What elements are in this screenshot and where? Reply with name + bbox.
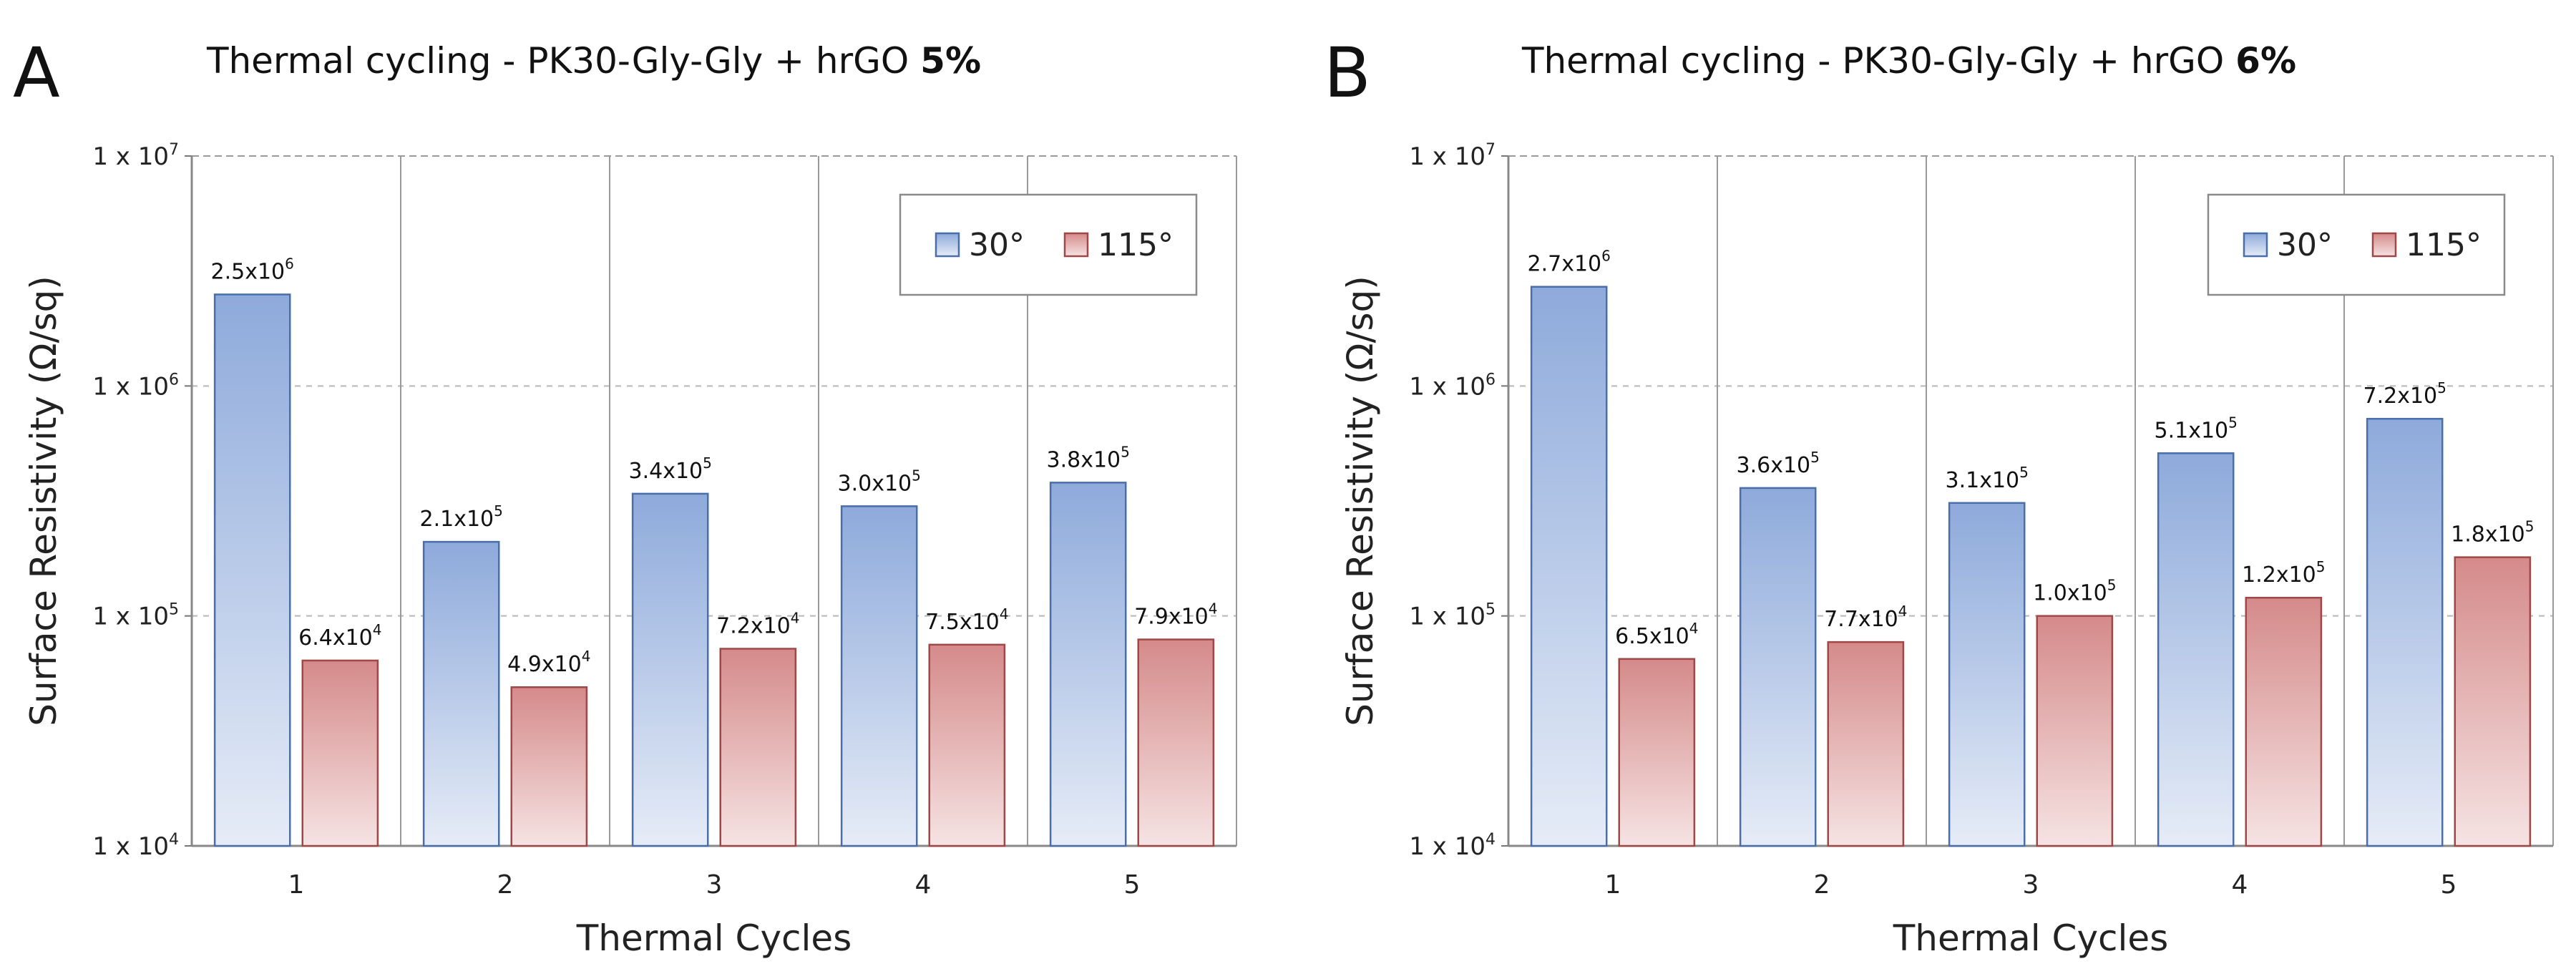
x-tick-label: 4 bbox=[915, 870, 932, 900]
legend: 30° 115° bbox=[2207, 193, 2506, 296]
data-label: 3.0x105 bbox=[837, 467, 920, 496]
bar-115-cycle-4 bbox=[2245, 596, 2323, 847]
legend-swatch-115 bbox=[1063, 232, 1089, 258]
x-tick-label: 5 bbox=[1124, 870, 1141, 900]
data-label: 5.1x105 bbox=[2154, 414, 2237, 443]
bar-30-cycle-3 bbox=[631, 492, 709, 847]
x-tick-label: 1 bbox=[1605, 870, 1621, 900]
y-tick-label: 1 x 107 bbox=[1409, 141, 1496, 171]
legend: 30° 115° bbox=[899, 193, 1198, 296]
data-label: 4.9x104 bbox=[507, 648, 590, 677]
x-tick-label: 1 bbox=[288, 870, 305, 900]
y-tick-label: 1 x 105 bbox=[92, 601, 179, 631]
legend-label: 115° bbox=[1098, 227, 1174, 263]
data-label: 1.2x105 bbox=[2242, 558, 2325, 588]
data-label: 7.2x104 bbox=[716, 610, 799, 639]
bar-30-cycle-3 bbox=[1948, 502, 2026, 847]
bar-115-cycle-2 bbox=[1827, 641, 1905, 847]
data-label: 1.0x105 bbox=[2033, 577, 2116, 606]
data-label: 2.5x106 bbox=[210, 255, 293, 284]
data-label: 2.7x106 bbox=[1527, 248, 1610, 277]
data-label: 7.7x104 bbox=[1824, 603, 1907, 632]
chart-panel-a: A Thermal cycling - PK30-Gly-Gly + hrGO 5… bbox=[13, 33, 1237, 959]
data-label: 7.9x104 bbox=[1134, 600, 1217, 630]
y-tick-label: 1 x 105 bbox=[1409, 601, 1496, 631]
bar-115-cycle-4 bbox=[928, 643, 1006, 847]
bar-115-cycle-3 bbox=[2036, 615, 2114, 847]
y-tick-label: 1 x 107 bbox=[92, 141, 179, 171]
y-tick-label: 1 x 106 bbox=[1409, 371, 1496, 401]
panel-letter: B bbox=[1324, 33, 1371, 113]
data-label: 3.4x105 bbox=[628, 454, 711, 484]
bar-115-cycle-5 bbox=[1137, 638, 1215, 847]
bar-30-cycle-5 bbox=[1049, 482, 1127, 847]
y-axis-label: Surface Resistivity (Ω/sq) bbox=[23, 276, 64, 726]
x-tick-label: 2 bbox=[1814, 870, 1830, 900]
x-tick-label: 4 bbox=[2232, 870, 2248, 900]
bar-30-cycle-2 bbox=[422, 540, 500, 847]
data-label: 7.2x105 bbox=[2363, 379, 2446, 409]
legend-label: 30° bbox=[2277, 227, 2333, 263]
data-label: 3.8x105 bbox=[1046, 443, 1129, 472]
bar-115-cycle-1 bbox=[1618, 658, 1696, 847]
data-label: 3.6x105 bbox=[1736, 449, 1819, 478]
data-label: 6.4x104 bbox=[298, 621, 381, 651]
bar-30-cycle-4 bbox=[840, 505, 918, 847]
bar-115-cycle-1 bbox=[301, 659, 379, 847]
legend-swatch-30 bbox=[2243, 232, 2268, 258]
panel-letter: A bbox=[13, 33, 60, 113]
legend-swatch-30 bbox=[935, 232, 960, 258]
bar-30-cycle-5 bbox=[2366, 417, 2444, 847]
bar-30-cycle-1 bbox=[213, 293, 291, 847]
data-label: 2.1x105 bbox=[419, 502, 502, 532]
bar-30-cycle-2 bbox=[1739, 487, 1817, 847]
data-label: 6.5x104 bbox=[1615, 620, 1698, 649]
y-tick-label: 1 x 106 bbox=[92, 371, 179, 401]
legend-label: 115° bbox=[2406, 227, 2482, 263]
bar-115-cycle-5 bbox=[2454, 556, 2532, 847]
x-tick-label: 3 bbox=[706, 870, 723, 900]
legend-swatch-115 bbox=[2371, 232, 2397, 258]
x-tick-label: 3 bbox=[2023, 870, 2039, 900]
x-tick-label: 2 bbox=[497, 870, 514, 900]
legend-label: 30° bbox=[969, 227, 1025, 263]
chart-panel-b: B Thermal cycling - PK30-Gly-Gly + hrGO 6… bbox=[1324, 33, 2554, 959]
x-axis-label: Thermal Cycles bbox=[576, 917, 852, 959]
chart-title: Thermal cycling - PK30-Gly-Gly + hrGO 6% bbox=[1521, 40, 2296, 82]
y-tick-label: 1 x 104 bbox=[92, 831, 179, 861]
data-label: 7.5x104 bbox=[925, 605, 1008, 635]
bar-30-cycle-1 bbox=[1530, 286, 1608, 847]
data-label: 3.1x105 bbox=[1945, 464, 2028, 493]
chart-title: Thermal cycling - PK30-Gly-Gly + hrGO 5% bbox=[206, 40, 981, 82]
bar-115-cycle-3 bbox=[719, 648, 797, 847]
data-label: 1.8x105 bbox=[2451, 518, 2534, 547]
x-axis-label: Thermal Cycles bbox=[1893, 917, 2169, 959]
bar-30-cycle-4 bbox=[2157, 452, 2235, 847]
y-axis-label: Surface Resistivity (Ω/sq) bbox=[1340, 276, 1381, 726]
x-tick-label: 5 bbox=[2441, 870, 2457, 900]
y-tick-label: 1 x 104 bbox=[1409, 831, 1496, 861]
bar-115-cycle-2 bbox=[510, 686, 588, 847]
